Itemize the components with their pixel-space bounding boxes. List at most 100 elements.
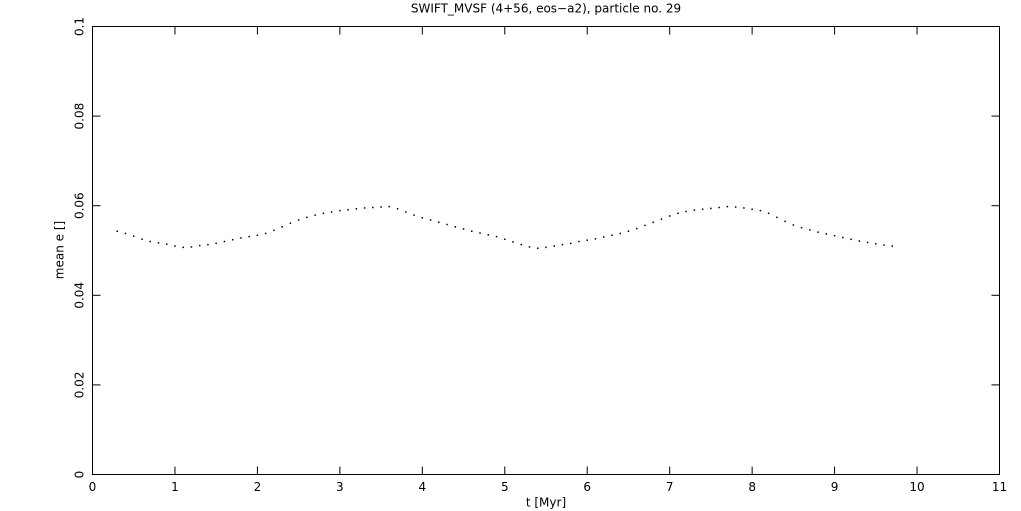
x-tick-label: 11 bbox=[992, 480, 1007, 494]
point bbox=[363, 207, 366, 209]
point bbox=[784, 220, 786, 223]
point bbox=[710, 207, 712, 210]
point bbox=[512, 241, 514, 243]
point bbox=[602, 236, 605, 238]
point bbox=[718, 206, 720, 209]
point bbox=[413, 214, 415, 216]
point bbox=[405, 211, 407, 213]
point bbox=[347, 208, 349, 211]
point bbox=[833, 234, 836, 237]
point bbox=[767, 212, 770, 215]
y-axis-label: mean e [] bbox=[53, 221, 67, 279]
point bbox=[627, 230, 630, 232]
point bbox=[215, 242, 217, 245]
point bbox=[339, 209, 341, 212]
point bbox=[751, 208, 753, 211]
point bbox=[817, 231, 819, 233]
point bbox=[372, 206, 374, 209]
point bbox=[858, 240, 861, 242]
point bbox=[660, 218, 663, 220]
point bbox=[537, 247, 539, 250]
point bbox=[545, 246, 547, 249]
point bbox=[569, 242, 572, 245]
point bbox=[223, 240, 226, 243]
plot-frame bbox=[92, 26, 1000, 475]
point bbox=[883, 244, 885, 246]
point bbox=[132, 235, 135, 237]
point bbox=[578, 240, 580, 243]
x-axis-label: t [Myr] bbox=[526, 496, 566, 510]
point bbox=[875, 243, 877, 245]
point bbox=[553, 245, 555, 247]
point bbox=[306, 216, 308, 219]
point bbox=[231, 238, 234, 241]
point bbox=[677, 212, 679, 215]
point bbox=[297, 219, 300, 221]
point bbox=[635, 227, 638, 230]
x-tick-label: 9 bbox=[831, 480, 839, 494]
point bbox=[207, 243, 209, 246]
point bbox=[256, 234, 259, 237]
x-tick-label: 5 bbox=[501, 480, 509, 494]
point bbox=[429, 219, 432, 221]
y-tick-label: 0 bbox=[73, 471, 87, 479]
point bbox=[734, 206, 737, 208]
point bbox=[644, 224, 646, 227]
x-tick-label: 1 bbox=[171, 480, 179, 494]
point bbox=[273, 229, 275, 232]
y-tick-label: 0.04 bbox=[73, 282, 87, 309]
point bbox=[322, 212, 325, 215]
point bbox=[462, 228, 465, 230]
point bbox=[421, 217, 424, 219]
point bbox=[586, 239, 588, 241]
point bbox=[355, 208, 358, 210]
point bbox=[182, 246, 184, 249]
chart-title: SWIFT_MVSF (4+56, eos−a2), particle no. … bbox=[411, 2, 681, 16]
point bbox=[396, 208, 399, 210]
point bbox=[487, 234, 490, 236]
point bbox=[693, 209, 696, 211]
x-tick-label: 3 bbox=[336, 480, 344, 494]
point bbox=[561, 243, 564, 246]
point bbox=[495, 235, 498, 238]
point bbox=[619, 232, 621, 235]
point bbox=[504, 238, 506, 241]
point bbox=[165, 243, 168, 245]
point bbox=[141, 238, 143, 241]
point bbox=[380, 206, 382, 208]
point bbox=[594, 238, 597, 240]
point bbox=[471, 230, 473, 232]
point bbox=[842, 236, 844, 239]
point bbox=[520, 243, 523, 246]
point bbox=[240, 237, 242, 239]
point bbox=[264, 232, 267, 235]
point bbox=[289, 222, 292, 224]
y-tick-label: 0.02 bbox=[73, 372, 87, 399]
point bbox=[190, 246, 193, 248]
point bbox=[800, 226, 803, 229]
point bbox=[438, 221, 440, 224]
point bbox=[891, 245, 894, 247]
point bbox=[174, 245, 176, 247]
point bbox=[479, 232, 481, 234]
point bbox=[388, 205, 391, 208]
x-tick-label: 10 bbox=[909, 480, 924, 494]
point bbox=[124, 232, 127, 235]
point bbox=[825, 233, 828, 235]
point bbox=[743, 207, 745, 209]
x-tick-label: 8 bbox=[748, 480, 756, 494]
point bbox=[668, 215, 671, 217]
point bbox=[850, 238, 852, 241]
x-tick-label: 7 bbox=[666, 480, 674, 494]
point bbox=[528, 246, 531, 248]
y-tick-label: 0.08 bbox=[73, 103, 87, 130]
point bbox=[685, 210, 687, 213]
point bbox=[866, 241, 869, 244]
point bbox=[446, 223, 448, 226]
point bbox=[116, 230, 118, 232]
point bbox=[248, 235, 250, 238]
x-tick-label: 4 bbox=[418, 480, 426, 494]
point bbox=[701, 208, 704, 211]
point bbox=[759, 209, 762, 212]
